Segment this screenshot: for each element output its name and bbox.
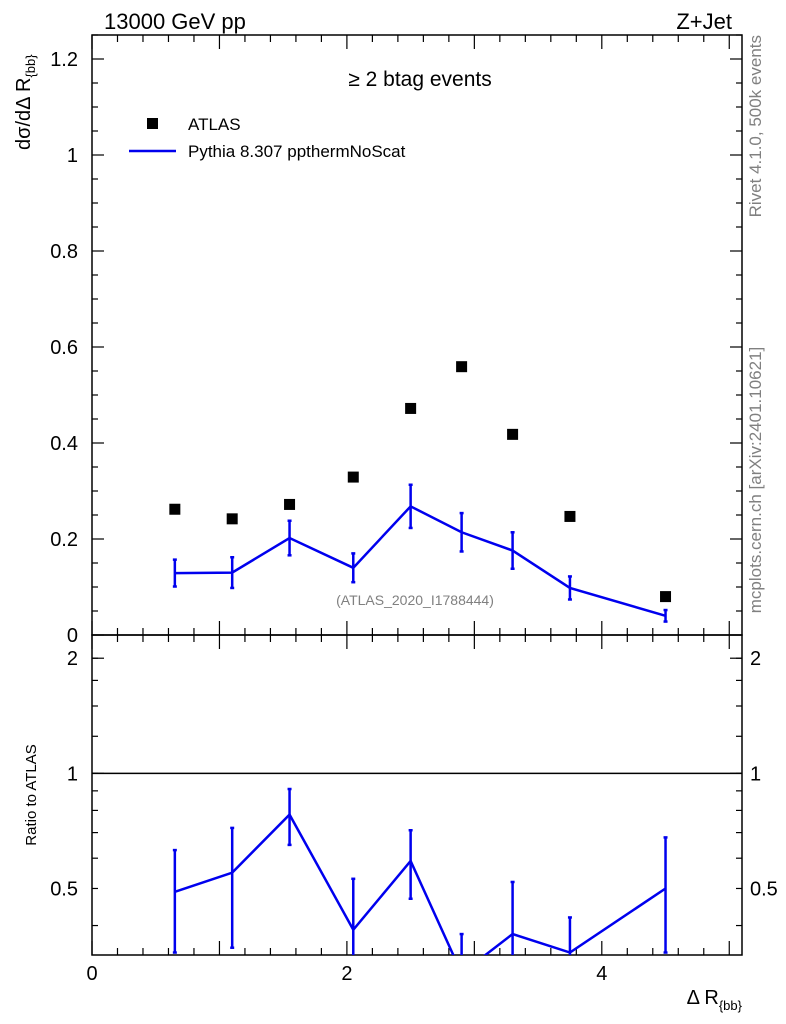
main-series-layer — [169, 361, 672, 623]
main-y-tick-label: 0 — [67, 625, 78, 647]
atlas-data-point — [405, 402, 417, 414]
plot-title: ≥ 2 btag events — [348, 68, 491, 91]
ratio-axis-ticks: 0.5 0.5 1 1 2 2 — [50, 648, 778, 927]
legend-atlas-marker — [147, 118, 158, 129]
main-y-tick-label: 0.6 — [50, 337, 78, 359]
main-y-tick-label: 0.2 — [50, 529, 78, 551]
x-axis-ticks: 0 2 4 — [86, 35, 730, 985]
atlas-data-point — [507, 428, 519, 440]
atlas-data-point — [660, 591, 672, 603]
ratio-y-tick-label-left: 0.5 — [50, 878, 78, 900]
ratio-y-tick-label-right: 1 — [750, 763, 761, 785]
atlas-data-point — [456, 361, 468, 373]
atlas-data-point — [284, 498, 296, 510]
rivet-label: Rivet 4.1.0, 500k events — [746, 35, 765, 217]
atlas-data-point — [347, 471, 359, 483]
energy-label: 13000 GeV pp — [104, 9, 246, 34]
ratio-series-layer — [172, 787, 668, 955]
legend-pythia-label: Pythia 8.307 ppthermNoScat — [188, 142, 406, 161]
atlas-data-point — [564, 510, 576, 522]
ratio-y-tick-label-left: 1 — [67, 763, 78, 785]
ratio-y-tick-label-right: 2 — [750, 648, 761, 670]
ratio-y-tick-label-right: 0.5 — [750, 878, 778, 900]
main-y-tick-label: 0.4 — [50, 433, 78, 455]
x-axis-label: Δ R{bb} — [687, 987, 743, 1013]
main-y-tick-label: 0.8 — [50, 241, 78, 263]
x-tick-label: 0 — [86, 963, 97, 985]
main-axis-ticks: 0 0.2 0.4 0.6 0.8 1 1.2 — [50, 34, 742, 647]
ratio-line — [174, 812, 667, 955]
ratio-y-axis-label: Ratio to ATLAS — [23, 744, 40, 845]
ratio-panel-frame — [91, 634, 743, 956]
main-y-tick-label: 1 — [67, 145, 78, 167]
analysis-tag: (ATLAS_2020_I1788444) — [336, 592, 494, 608]
x-tick-label: 2 — [341, 963, 352, 985]
main-y-tick-label: 1.2 — [50, 49, 78, 71]
legend-atlas-label: ATLAS — [188, 115, 241, 134]
process-label: Z+Jet — [676, 9, 732, 34]
x-tick-label: 4 — [596, 963, 607, 985]
mcplots-label: mcplots.cern.ch [arXiv:2401.10621] — [746, 347, 765, 613]
atlas-data-point — [169, 503, 181, 515]
atlas-data-point — [226, 513, 238, 525]
main-y-axis-label: dσ/dΔ R{bb} — [13, 54, 38, 150]
legend: ATLAS Pythia 8.307 ppthermNoScat — [129, 115, 406, 161]
ratio-y-tick-label-left: 2 — [67, 648, 78, 670]
